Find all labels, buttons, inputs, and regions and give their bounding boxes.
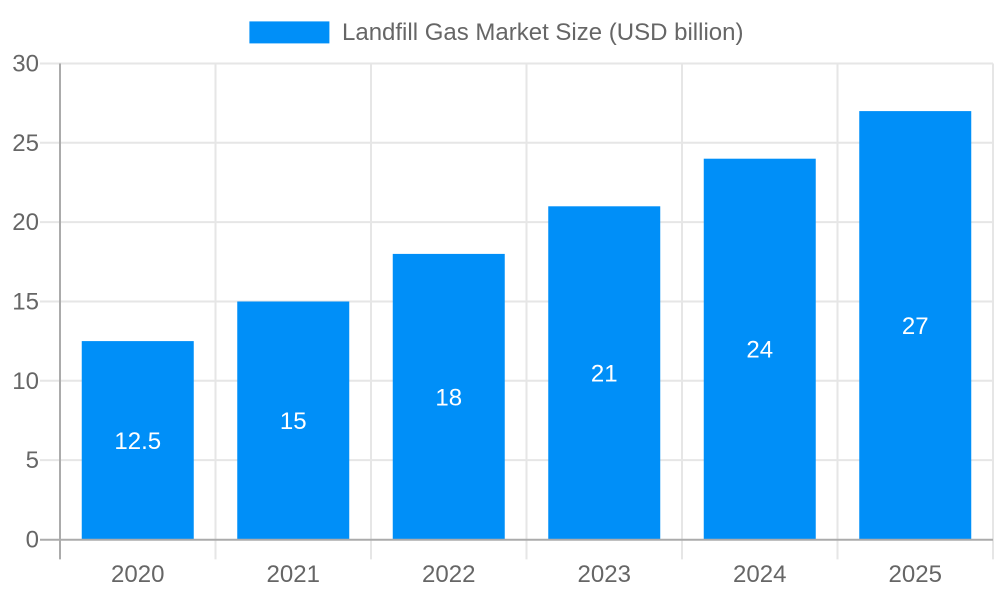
svg-text:2022: 2022 [422,561,475,588]
svg-text:0: 0 [26,526,39,553]
svg-text:2021: 2021 [267,561,320,588]
svg-text:15: 15 [280,408,307,435]
svg-text:12.5: 12.5 [114,428,161,455]
svg-text:Landfill Gas Market Size (USD: Landfill Gas Market Size (USD billion) [342,19,743,46]
svg-text:2025: 2025 [889,561,942,588]
svg-text:5: 5 [26,447,39,474]
svg-text:30: 30 [12,51,39,78]
svg-text:27: 27 [902,313,929,340]
svg-text:10: 10 [12,368,39,395]
svg-text:2020: 2020 [111,561,164,588]
svg-text:15: 15 [12,289,39,316]
svg-text:18: 18 [435,384,462,411]
svg-text:21: 21 [591,360,618,387]
svg-text:2024: 2024 [733,561,786,588]
svg-text:24: 24 [746,337,773,364]
svg-text:20: 20 [12,209,39,236]
svg-text:25: 25 [12,130,39,157]
svg-text:2023: 2023 [578,561,631,588]
